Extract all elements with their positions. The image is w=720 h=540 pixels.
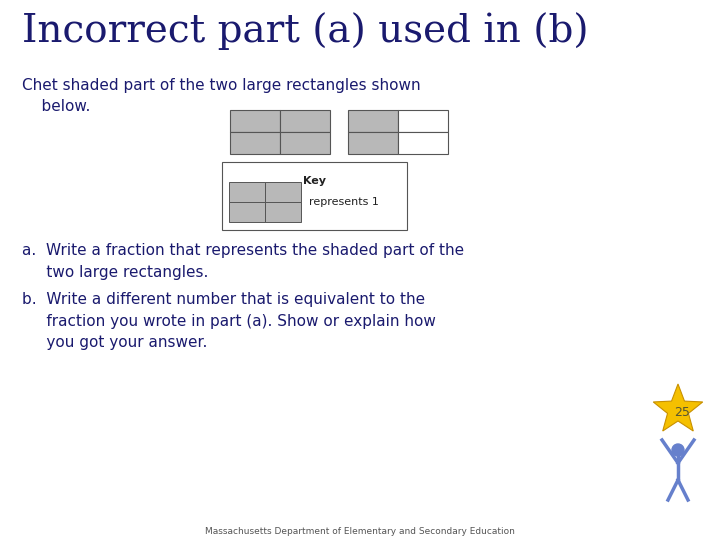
Text: Key: Key	[303, 176, 326, 186]
Text: a.  Write a fraction that represents the shaded part of the
     two large recta: a. Write a fraction that represents the …	[22, 243, 464, 280]
Bar	[280, 110, 330, 132]
Text: 25: 25	[674, 407, 690, 420]
Text: b.  Write a different number that is equivalent to the
     fraction you wrote i: b. Write a different number that is equi…	[22, 292, 436, 350]
Bar	[229, 202, 265, 222]
Text: Incorrect part (a) used in (b): Incorrect part (a) used in (b)	[22, 12, 589, 50]
Polygon shape	[653, 384, 703, 431]
Bar	[265, 182, 301, 202]
Circle shape	[672, 444, 684, 456]
Bar	[398, 132, 448, 154]
Text: Massachusetts Department of Elementary and Secondary Education: Massachusetts Department of Elementary a…	[205, 527, 515, 536]
Bar	[230, 132, 280, 154]
Bar	[229, 182, 265, 202]
Bar	[222, 162, 407, 230]
Text: Chet shaded part of the two large rectangles shown
    below.: Chet shaded part of the two large rectan…	[22, 78, 420, 114]
Bar	[280, 132, 330, 154]
Bar	[265, 202, 301, 222]
Bar	[230, 110, 280, 132]
Text: represents 1: represents 1	[309, 197, 379, 207]
Bar	[348, 132, 398, 154]
Bar	[398, 110, 448, 132]
Bar	[348, 110, 398, 132]
